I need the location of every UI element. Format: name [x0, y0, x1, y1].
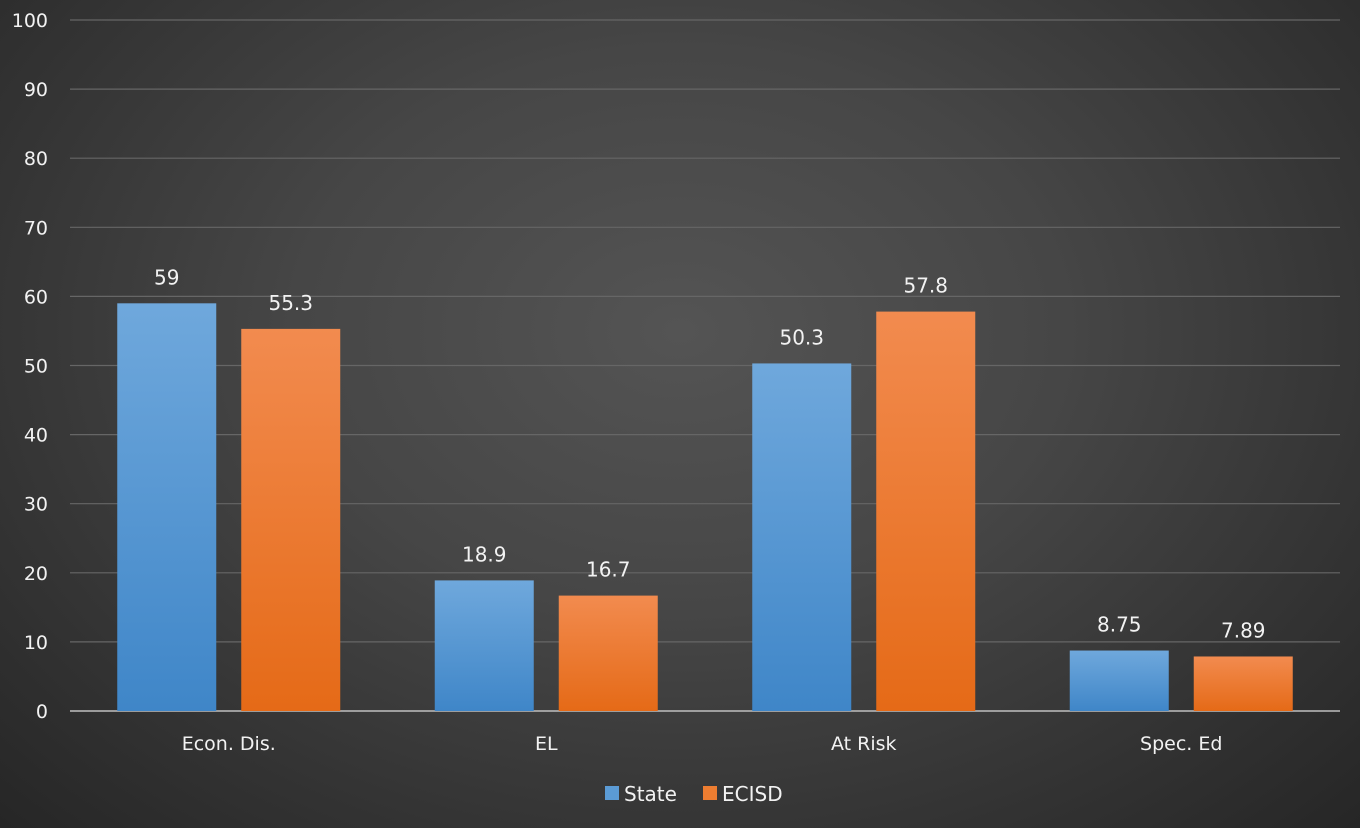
- legend-swatch-state: [605, 786, 619, 800]
- x-tick-label: At Risk: [831, 733, 897, 755]
- bar-state-1: [434, 580, 534, 711]
- y-axis-ticks: 0 10 20 30 40 50 60 70 80 90 100: [12, 10, 48, 723]
- bar-state-3: [1069, 650, 1169, 711]
- y-tick-label: 100: [12, 10, 48, 32]
- bars: [117, 303, 1293, 711]
- legend: State ECISD: [605, 782, 783, 806]
- data-label: 50.3: [779, 325, 824, 349]
- data-label: 16.7: [586, 558, 631, 582]
- bar-ecisd-1: [558, 595, 658, 711]
- legend-swatch-ecisd: [703, 786, 717, 800]
- bar-state-0: [117, 303, 217, 711]
- x-tick-label: Spec. Ed: [1140, 733, 1222, 755]
- data-label: 18.9: [462, 542, 507, 566]
- bar-state-2: [752, 363, 852, 711]
- data-label: 7.89: [1221, 618, 1266, 642]
- x-tick-label: EL: [535, 733, 558, 755]
- bar-ecisd-2: [876, 311, 976, 711]
- y-tick-label: 10: [24, 632, 48, 654]
- y-tick-label: 30: [24, 494, 48, 516]
- x-tick-label: Econ. Dis.: [182, 733, 276, 755]
- data-label: 55.3: [268, 291, 313, 315]
- legend-label-ecisd: ECISD: [722, 782, 783, 806]
- data-labels: 59 55.3 18.9 16.7 50.3 57.8 8.75 7.89: [154, 265, 1265, 642]
- data-label: 59: [154, 265, 179, 289]
- bar-ecisd-3: [1193, 656, 1293, 711]
- y-tick-label: 90: [24, 79, 48, 101]
- legend-label-state: State: [624, 782, 677, 806]
- y-tick-label: 60: [24, 286, 48, 308]
- y-tick-label: 80: [24, 148, 48, 170]
- data-label: 8.75: [1097, 613, 1142, 637]
- y-tick-label: 50: [24, 356, 48, 378]
- y-tick-label: 40: [24, 425, 48, 447]
- y-tick-label: 20: [24, 563, 48, 585]
- y-tick-label: 70: [24, 217, 48, 239]
- bar-ecisd-0: [241, 328, 341, 711]
- data-label: 57.8: [903, 274, 948, 298]
- x-axis-ticks: Econ. Dis. EL At Risk Spec. Ed: [182, 733, 1223, 755]
- y-tick-label: 0: [36, 701, 48, 723]
